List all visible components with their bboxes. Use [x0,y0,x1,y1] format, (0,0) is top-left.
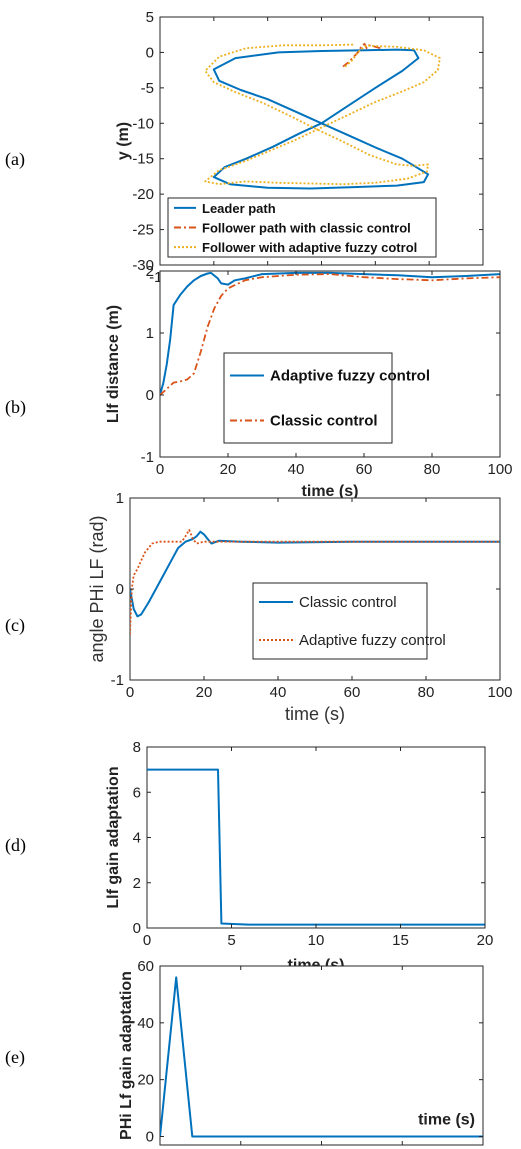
x-tick-label: 100 [487,461,512,478]
y-axis-label: angle PHi LF (rad) [87,515,107,662]
y-tick-label: -1 [141,449,154,466]
x-axis-label: time (s) [285,704,345,724]
series-line-c-1 [130,529,500,635]
x-tick-label: 80 [424,461,441,478]
y-tick-label: -1 [111,672,124,689]
legend-a: Leader path Follower path with classic co… [167,197,437,258]
legend-c: Classic control Adaptive fuzzy control [252,582,446,660]
series-line-b-0 [160,271,500,396]
panel-label-c: (c) [5,615,25,636]
y-tick-label: 0 [146,387,154,404]
legend-box [167,197,437,258]
legend-box [252,582,428,660]
x-tick-label: 20 [220,461,237,478]
x-tick-label: 100 [487,684,512,701]
series-line-a-1 [342,43,381,68]
y-tick-label: 0 [146,1128,154,1145]
panel-label-b: (b) [5,397,26,418]
y-tick-label: -15 [132,151,154,168]
x-tick-label: 40 [288,461,305,478]
y-tick-label: -20 [132,186,154,203]
x-tick-label: 0 [156,461,164,478]
legend-label: Follower path with classic control [202,221,411,236]
legend-label: Adaptive fuzzy control [270,368,430,385]
y-tick-label: 5 [146,9,154,26]
x-tick-label: 20 [477,932,494,949]
y-tick-label: -30 [132,257,154,274]
x-tick-label: 10 [308,932,325,949]
panel-label-e: (e) [5,1047,25,1068]
y-tick-label: 0 [116,581,124,598]
legend-label: Follower with adaptive fuzzy cotrol [202,240,417,255]
panel-label-d: (d) [5,835,26,856]
y-tick-label: 4 [133,830,141,847]
y-tick-label: 1 [116,490,124,507]
x-tick-label: 40 [270,684,287,701]
y-tick-label: 2 [146,263,154,280]
y-tick-label: 0 [146,44,154,61]
legend-b: Adaptive fuzzy control Classic control [223,352,430,444]
series-line-b-1 [160,273,500,396]
chart-a-leader-follower-paths: -15-10-505101550-5-10-15-20-25-30x (m)y … [115,9,491,306]
y-tick-label: 40 [137,1015,154,1032]
legend-label: Classic control [299,594,397,611]
y-axis-label: PHi Lf gain adaptation [118,971,135,1140]
y-tick-label: -10 [132,115,154,132]
y-tick-label: 2 [133,875,141,892]
y-tick-label: 60 [137,958,154,975]
chart-e-phi-gain: 0.511.56040200time (s)PHi Lf gain adapta… [118,958,484,1146]
x-axis-label: time (s) [418,1111,475,1128]
y-tick-label: -5 [141,80,154,97]
x-tick-label: 60 [356,461,373,478]
y-tick-label: 8 [133,739,141,756]
y-tick-label: -25 [132,222,154,239]
plot-area-d [146,746,486,929]
x-tick-label: 20 [196,684,213,701]
x-tick-label: 0 [143,932,151,949]
x-tick-label: 80 [418,684,435,701]
legend-box [223,352,393,444]
x-tick-label: 15 [392,932,409,949]
chart-d-llf-gain: 0510152086420time (s)Llf gain adaptation [105,739,493,974]
x-tick-label: 5 [227,932,235,949]
y-tick-label: 0 [133,920,141,937]
series-line-a-0 [212,48,430,190]
y-axis-label: y (m) [115,122,132,160]
series-line-e-0 [160,976,483,1138]
legend-label: Adaptive fuzzy control [299,632,446,649]
y-axis-label: Llf gain adaptation [105,766,122,908]
y-axis-label: Llf distance (m) [105,305,122,423]
legend-label: Leader path [202,201,276,216]
series-line-a-2 [204,43,441,186]
y-tick-label: 20 [137,1072,154,1089]
y-tick-label: 1 [146,325,154,342]
x-axis-label: time (s) [302,483,359,500]
x-tick-label: 60 [344,684,361,701]
panel-label-a: (a) [5,149,25,170]
series-line-c-0 [130,530,500,618]
legend-label: Classic control [270,413,378,430]
x-tick-label: 0 [126,684,134,701]
y-tick-label: 6 [133,784,141,801]
